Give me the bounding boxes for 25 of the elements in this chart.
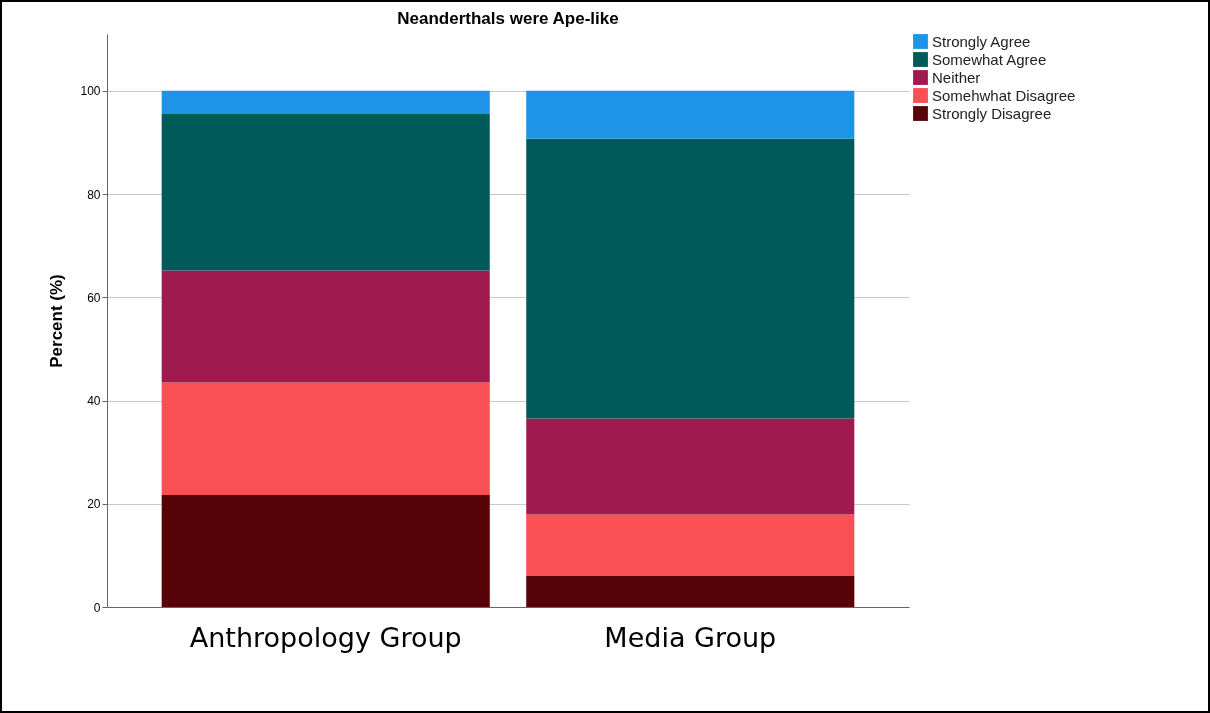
chart-title: Neanderthals were Ape-like [397, 9, 619, 28]
bar [526, 138, 855, 419]
bar [526, 90, 855, 139]
bar [526, 514, 855, 577]
y-tick-label: 60 [87, 290, 101, 305]
y-tick-label: 20 [87, 497, 101, 512]
y-tick-label: 0 [93, 600, 101, 615]
y-axis-title: Percent (%) [47, 274, 67, 368]
y-tick-label: 100 [80, 84, 101, 99]
bar [161, 114, 490, 271]
y-tick-label: 40 [87, 394, 101, 409]
legend-label: Neither [932, 68, 981, 86]
legend-label: Somewhat Agree [932, 50, 1047, 68]
bar [526, 576, 855, 607]
bar [161, 90, 490, 115]
legend-label: Strongly Agree [932, 32, 1031, 50]
x-tick-label: Anthropology Group [189, 621, 462, 653]
legend-label: Somehwhat Disagree [932, 86, 1076, 104]
y-tick-label: 80 [87, 187, 101, 202]
bar [161, 382, 490, 495]
bar [526, 418, 855, 515]
legend-label: Strongly Disagree [932, 104, 1052, 122]
bar [161, 270, 490, 383]
bar [161, 494, 490, 607]
x-tick-label: Media Group [604, 621, 777, 653]
